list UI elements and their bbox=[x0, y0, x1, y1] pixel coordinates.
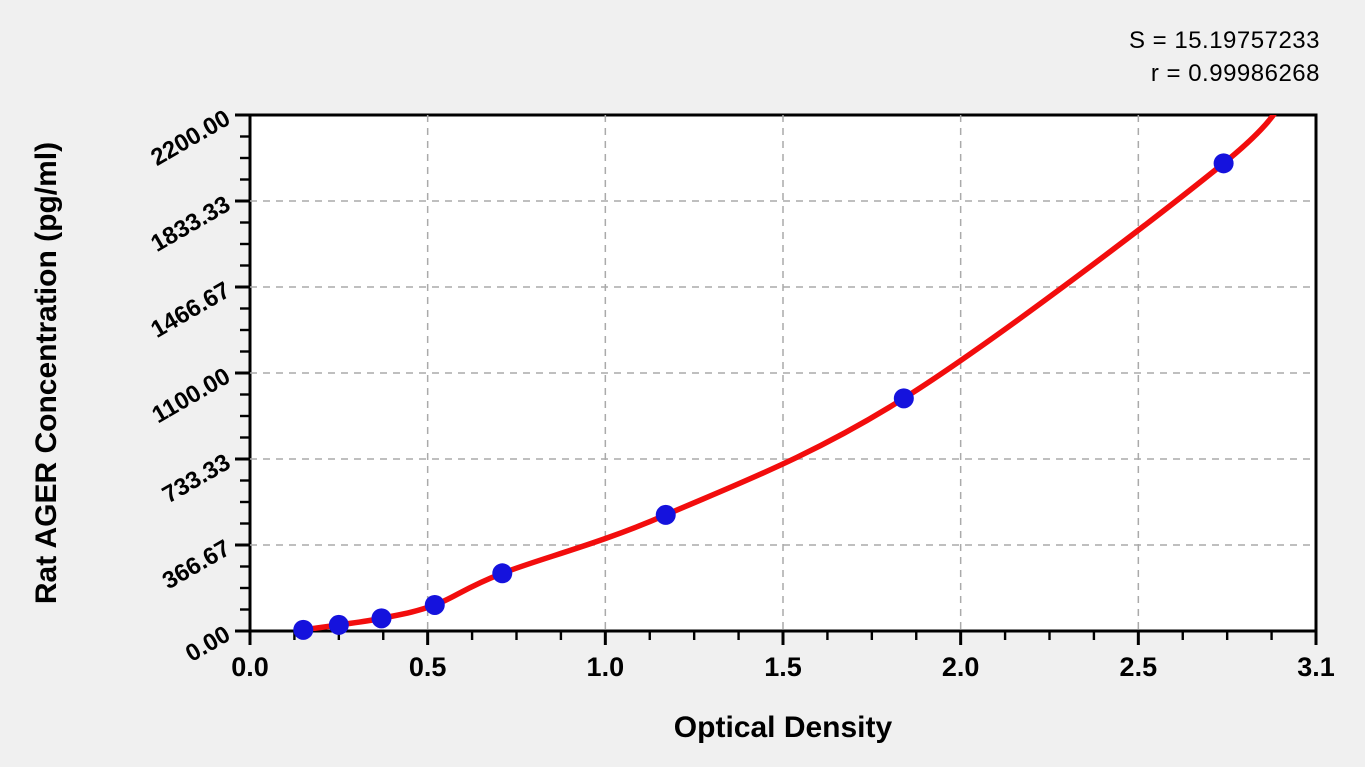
standard-data-point bbox=[328, 614, 349, 635]
x-tick-label: 0.5 bbox=[409, 652, 447, 682]
x-tick-label: 1.5 bbox=[764, 652, 802, 682]
x-axis-title: Optical Density bbox=[673, 711, 893, 744]
y-tick-label: 1100.00 bbox=[148, 363, 235, 429]
s-value-label: S = 15.19757233 bbox=[1128, 27, 1320, 54]
fit-statistics: S = 15.19757233 r = 0.99986268 bbox=[1129, 24, 1320, 90]
standard-data-point bbox=[424, 594, 445, 615]
y-tick-label: 733.33 bbox=[158, 449, 235, 509]
x-tick-label: 2.5 bbox=[1120, 652, 1158, 682]
standard-data-point bbox=[893, 388, 914, 409]
x-tick-label: 0.0 bbox=[231, 652, 269, 682]
standard-data-point bbox=[1213, 153, 1234, 174]
standard-data-point bbox=[293, 619, 314, 640]
x-tick-label: 1.0 bbox=[587, 652, 625, 682]
y-tick-label: 1466.67 bbox=[146, 277, 235, 344]
x-tick-label: 2.0 bbox=[942, 652, 980, 682]
y-tick-label: 366.67 bbox=[158, 535, 235, 595]
x-tick-label: 3.1 bbox=[1297, 652, 1335, 682]
r-value-label: r = 0.99986268 bbox=[1150, 60, 1320, 87]
standard-data-point bbox=[492, 563, 513, 584]
y-tick-label: 2200.00 bbox=[146, 105, 235, 172]
y-tick-label: 1833.33 bbox=[146, 191, 235, 258]
standard-data-point bbox=[371, 608, 392, 629]
standard-data-point bbox=[655, 504, 676, 525]
y-tick-label: 0.00 bbox=[181, 621, 235, 668]
